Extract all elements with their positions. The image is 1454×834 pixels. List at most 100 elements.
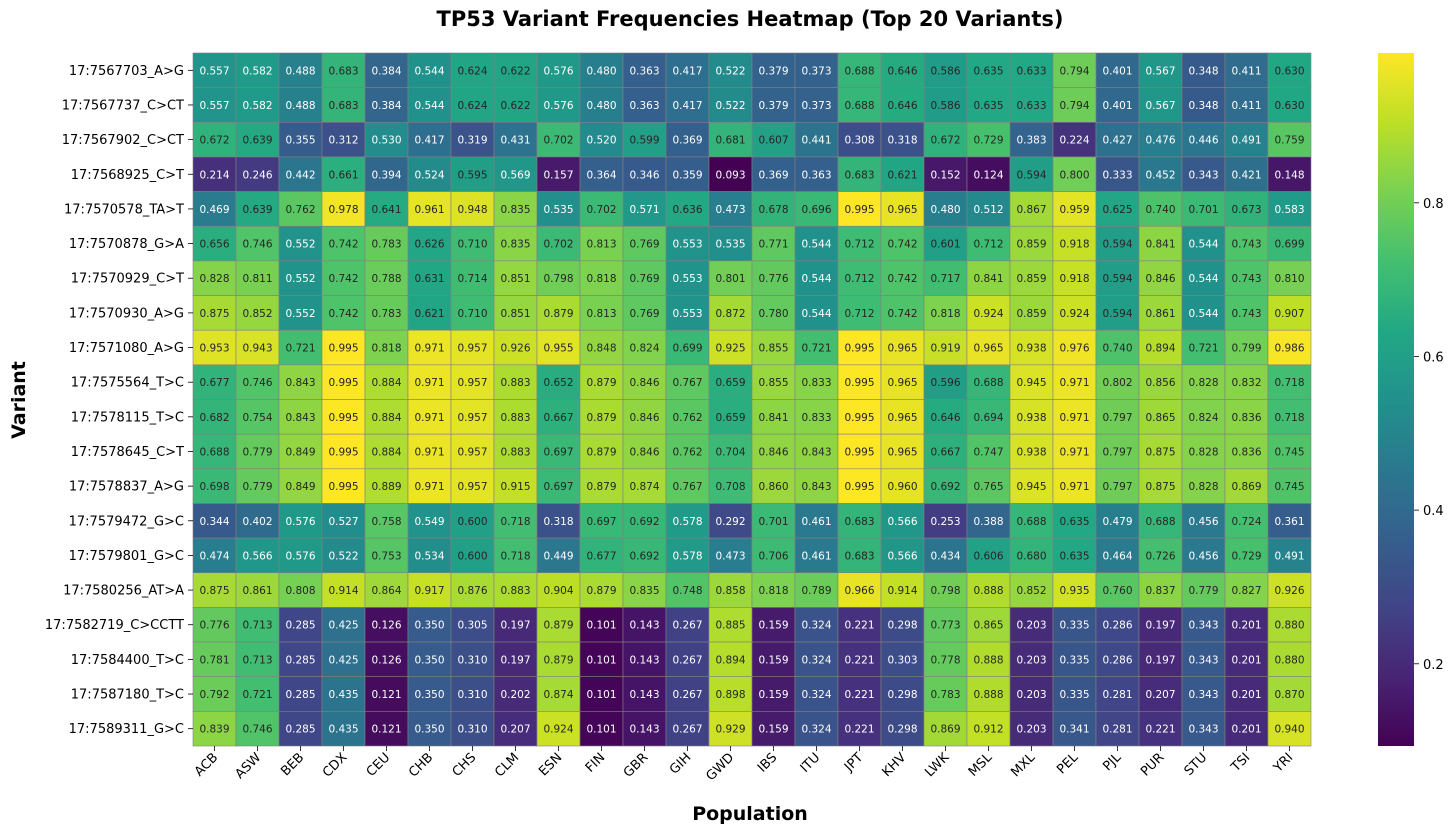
heatmap-cell — [1224, 295, 1269, 331]
heatmap-cell — [1052, 364, 1097, 400]
heatmap-cell — [1052, 711, 1097, 747]
heatmap-cell — [794, 468, 839, 504]
cell-value-label: 0.680 — [1016, 550, 1046, 562]
heatmap-cell — [407, 295, 452, 331]
cell-value-label: 0.435 — [328, 724, 358, 736]
cell-value-label: 0.267 — [672, 620, 702, 632]
heatmap-cell — [1138, 87, 1183, 123]
colorbar-tick-label: 0.8 — [1423, 197, 1444, 212]
heatmap-cell — [794, 225, 839, 262]
cell-value-label: 0.995 — [844, 481, 874, 493]
cell-value-label: 0.601 — [930, 239, 960, 251]
cell-value-label: 0.792 — [199, 689, 229, 701]
x-tick-label: KHV — [879, 750, 909, 780]
heatmap-cell — [622, 260, 667, 296]
cell-value-label: 0.938 — [1016, 343, 1046, 355]
heatmap-cell — [966, 572, 1011, 608]
cell-value-label: 0.312 — [328, 135, 358, 147]
heatmap-cell — [1009, 641, 1054, 677]
heatmap-cell — [1267, 572, 1312, 608]
heatmap-cell — [579, 641, 624, 677]
cell-value-label: 0.121 — [371, 724, 401, 736]
cell-value-label: 0.995 — [844, 412, 874, 424]
cell-value-label: 0.491 — [1231, 135, 1261, 147]
cell-value-label: 0.771 — [758, 239, 788, 251]
cell-value-label: 0.355 — [285, 135, 315, 147]
cell-value-label: 0.779 — [242, 481, 272, 493]
cell-value-label: 0.298 — [887, 620, 917, 632]
cell-value-label: 0.411 — [1231, 65, 1261, 77]
heatmap-cell — [1009, 607, 1054, 643]
cell-value-label: 0.800 — [1059, 169, 1089, 181]
cell-value-label: 0.363 — [629, 100, 659, 112]
cell-value-label: 0.957 — [457, 446, 487, 458]
cell-value-label: 0.971 — [414, 412, 444, 424]
heatmap-cell — [622, 572, 667, 608]
heatmap-cell — [923, 572, 968, 608]
heatmap-cell — [751, 676, 796, 712]
cell-value-label: 0.635 — [973, 100, 1003, 112]
cell-value-label: 0.818 — [586, 273, 616, 285]
heatmap-cell — [708, 711, 753, 747]
heatmap-cell — [837, 607, 882, 643]
cell-value-label: 0.760 — [1102, 585, 1132, 597]
heatmap-cell — [450, 711, 495, 747]
y-tick-label: 17:7567737_C>CT — [62, 98, 184, 113]
heatmap-cell — [364, 399, 409, 435]
heatmap-cell — [1095, 225, 1140, 262]
cell-value-label: 0.904 — [543, 585, 573, 597]
heatmap-cell — [1052, 641, 1097, 677]
heatmap-cell — [1267, 329, 1312, 366]
cell-value-label: 0.635 — [1059, 516, 1089, 528]
x-tick-label: CHB — [406, 750, 436, 780]
heatmap-cell — [1052, 399, 1097, 435]
heatmap-cell — [665, 572, 710, 608]
cell-value-label: 0.776 — [199, 620, 229, 632]
cell-value-label: 0.318 — [887, 135, 917, 147]
y-tick-label: 17:7587180_T>C — [71, 688, 184, 703]
cell-value-label: 0.914 — [887, 585, 917, 597]
cell-value-label: 0.855 — [758, 343, 788, 355]
cell-value-label: 0.767 — [672, 377, 702, 389]
heatmap-cell — [880, 433, 925, 470]
heatmap-cell — [192, 364, 237, 400]
cell-value-label: 0.310 — [457, 654, 487, 666]
cell-value-label: 0.576 — [285, 550, 315, 562]
heatmap-cell — [364, 503, 409, 539]
y-tick-label: 17:7578837_A>G — [69, 480, 184, 495]
cell-value-label: 0.672 — [930, 135, 960, 147]
heatmap-cell — [837, 191, 882, 227]
cell-value-label: 0.971 — [414, 377, 444, 389]
heatmap-cell — [1009, 433, 1054, 470]
cell-value-label: 0.461 — [801, 516, 831, 528]
heatmap-cell — [880, 537, 925, 574]
cell-value-label: 0.721 — [242, 689, 272, 701]
cell-value-label: 0.835 — [500, 239, 530, 251]
heatmap-cell — [837, 260, 882, 296]
cell-value-label: 0.797 — [1102, 481, 1132, 493]
cell-value-label: 0.965 — [887, 204, 917, 216]
cell-value-label: 0.221 — [844, 689, 874, 701]
cell-value-label: 0.631 — [414, 273, 444, 285]
cell-value-label: 0.333 — [1102, 169, 1132, 181]
cell-value-label: 0.576 — [543, 100, 573, 112]
heatmap-cell — [1224, 676, 1269, 712]
cell-value-label: 0.894 — [1145, 343, 1175, 355]
heatmap-cell — [192, 329, 237, 366]
cell-value-label: 0.681 — [715, 135, 745, 147]
cell-value-label: 0.879 — [586, 446, 616, 458]
heatmap-cell — [579, 156, 624, 192]
cell-value-label: 0.879 — [586, 481, 616, 493]
heatmap-cell — [1009, 191, 1054, 227]
heatmap-cell — [1052, 329, 1097, 366]
x-tick-label: BEB — [278, 750, 307, 779]
heatmap-cell — [493, 572, 538, 608]
cell-value-label: 0.446 — [1188, 135, 1218, 147]
heatmap-cell — [1095, 607, 1140, 643]
cell-value-label: 0.957 — [457, 377, 487, 389]
cell-value-label: 0.818 — [758, 585, 788, 597]
cell-value-label: 0.630 — [1274, 100, 1304, 112]
heatmap-cell — [1009, 225, 1054, 262]
cell-value-label: 0.851 — [500, 273, 530, 285]
cell-value-label: 0.197 — [500, 620, 530, 632]
